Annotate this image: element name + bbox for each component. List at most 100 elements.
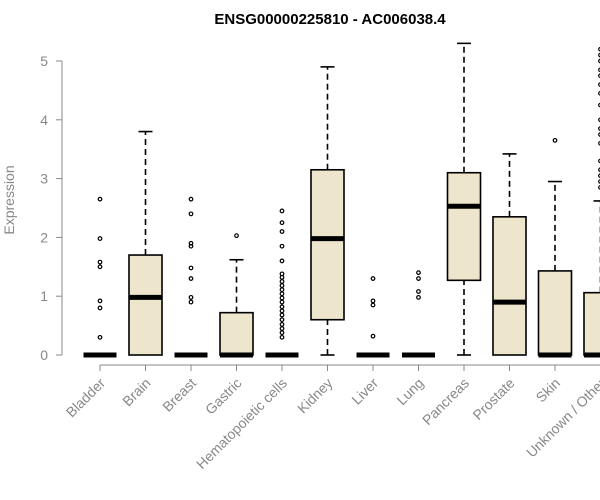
outlier-point [188,211,194,217]
outlier-point [416,270,421,276]
outlier-point [416,289,421,294]
outlier-point [279,291,285,297]
box-group [583,46,600,358]
outlier-point [97,264,103,270]
outlier-point [279,322,285,327]
outlier-point [598,126,600,131]
box-group [219,233,254,358]
box-iqr [446,171,482,282]
outlier-point [279,334,285,340]
outlier-point [279,287,285,293]
x-tick-label: Lung [393,375,426,408]
outlier-point [279,243,285,249]
x-tick-label: Bladder [63,375,109,421]
y-tick-label: 2 [40,229,48,245]
box-group [128,130,163,356]
outlier-point [97,236,103,241]
box-group [83,196,117,358]
outlier-point [97,196,103,202]
x-tick-label: Prostate [469,375,517,423]
outlier-point [279,283,285,289]
outlier-point [279,220,285,226]
x-tick-label: Liver [348,375,381,408]
outlier-point [598,102,600,108]
chart-title: ENSG00000225810 - AC006038.4 [214,11,446,28]
x-tick-label: Kidney [294,375,336,417]
outlier-point [279,299,285,305]
y-tick-label: 0 [40,347,48,363]
box-group [446,42,482,356]
x-tick-label: Pancreas [419,375,472,428]
outlier-point [416,276,421,281]
outlier-point [598,67,600,73]
outlier-point [279,308,285,314]
outlier-point [598,52,600,58]
box-iqr [583,291,600,356]
outlier-point [97,334,103,340]
outlier-point [188,243,194,249]
box-group [356,276,390,358]
y-tick-label: 3 [40,171,48,187]
outlier-point [598,167,600,173]
outlier-point [188,240,194,246]
outlier-point [234,233,239,239]
box-iqr [537,270,573,356]
y-tick-label: 1 [40,288,48,304]
outlier-point [370,276,376,281]
outlier-point [279,208,285,214]
outlier-point [188,265,194,271]
outlier-point [598,117,600,123]
outlier-point [279,295,285,301]
x-tick-label: Breast [159,375,199,415]
outlier-point [97,298,103,304]
y-tick-label: 4 [40,112,48,128]
outlier-point [598,140,600,146]
outlier-point [188,196,194,202]
outlier-point [279,258,285,264]
box-iqr [492,216,527,356]
outlier-point [279,326,285,331]
y-tick-label: 5 [40,53,48,69]
outlier-point [598,46,600,52]
outlier-point [370,333,376,339]
outlier-point [370,298,376,304]
outlier-point [598,185,600,190]
outlier-point [598,82,600,87]
outlier-point [598,73,600,79]
x-tick-label: Gastric [202,375,245,418]
y-axis: 0 1 2 3 4 5 [40,53,63,363]
box-group [174,196,208,358]
x-tick-label: Skin [533,375,564,406]
plot-area [83,42,600,358]
box-iqr [219,311,254,356]
outlier-point [279,304,285,310]
outlier-point [279,312,285,318]
outlier-point [598,58,600,64]
outlier-point [188,299,194,305]
outlier-point [97,305,103,311]
outlier-point [279,279,285,284]
outlier-point [416,294,421,300]
box-iqr [310,168,345,321]
outlier-point [598,90,600,96]
outlier-point [598,132,600,137]
box-group [265,208,299,358]
outlier-point [552,137,558,143]
outlier-point [188,294,194,300]
outlier-point [279,271,285,277]
box-group [310,66,345,356]
outlier-point [370,302,376,308]
outlier-point [598,173,600,179]
outlier-point [97,259,103,265]
outlier-point [279,317,285,323]
x-tick-label: Brain [119,375,153,409]
box-group [492,153,527,356]
box-iqr [128,254,163,356]
outlier-point [188,276,194,281]
outlier-point [279,330,285,336]
box-group [537,137,573,358]
outlier-point [279,229,285,234]
box-group [402,270,435,358]
